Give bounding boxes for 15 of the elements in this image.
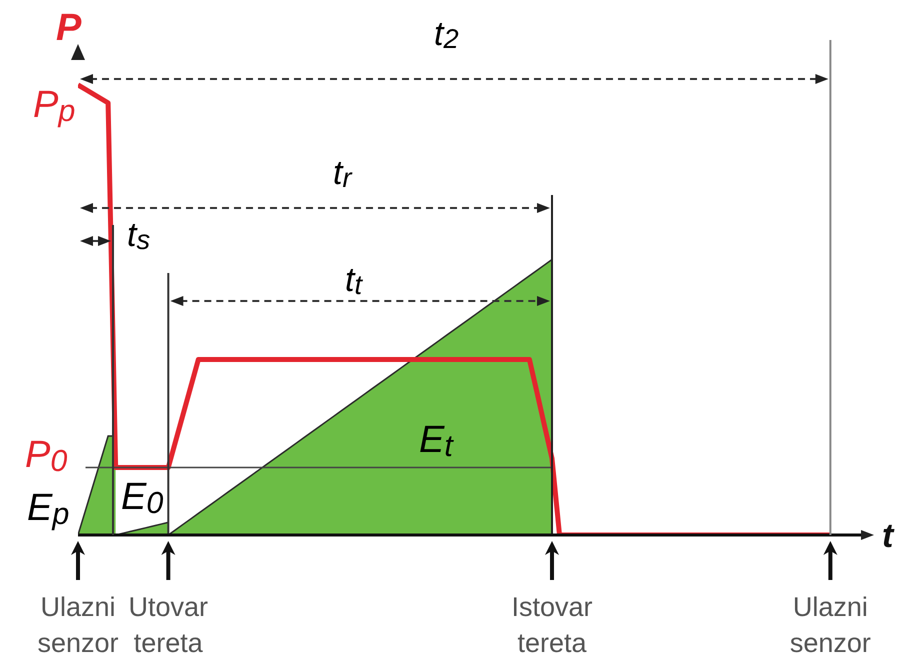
annotation: t$_{s}$ <box>127 216 150 256</box>
y-axis-title: P <box>56 7 82 49</box>
text: t$_{2}$ <box>434 15 459 54</box>
series-label: E$_{0}$ <box>121 476 164 520</box>
x-tick-label: Utovar tereta <box>128 592 208 658</box>
x-tick-label: Ulazni senzor <box>37 592 119 658</box>
series-label: E$_{p}$ <box>27 487 70 531</box>
annotation: t$_{r}$ <box>333 154 352 194</box>
text: P$_{p}$ <box>33 84 76 128</box>
x-tick-label: Istovar tereta <box>511 592 593 658</box>
x-tick-label: Ulazni senzor <box>790 592 871 658</box>
x-axis-title: t <box>882 517 895 555</box>
text: P$_{0}$ <box>25 434 68 478</box>
series-label: E$_{t}$ <box>419 419 454 463</box>
annotation: t$_{t}$ <box>345 261 364 300</box>
